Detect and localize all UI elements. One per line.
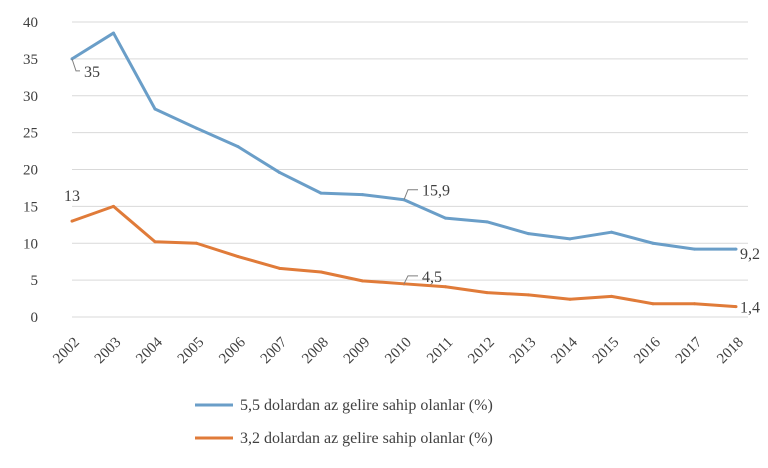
- data-point: [444, 216, 447, 220]
- data-point: [485, 220, 489, 224]
- data-labels: 35 15,9 9,2 13 4,5 1,4: [64, 58, 760, 317]
- x-tick-label: 2006: [216, 334, 249, 367]
- x-tick-label: 2012: [465, 335, 498, 368]
- x-tick-label: 2010: [382, 335, 415, 368]
- x-tick-label: 2005: [175, 335, 208, 368]
- data-point: [610, 294, 613, 298]
- data-point: [195, 126, 198, 130]
- data-point: [527, 293, 530, 297]
- label-leader-line: [71, 58, 80, 72]
- y-tick-label: 5: [31, 273, 39, 289]
- data-label: 13: [64, 188, 80, 205]
- data-point: [112, 204, 115, 208]
- data-point: [278, 266, 281, 270]
- data-point: [112, 31, 115, 35]
- label-leader-line: [403, 275, 418, 285]
- data-point: [734, 247, 738, 251]
- data-label: 4,5: [422, 269, 442, 286]
- x-tick-label: 2003: [92, 335, 125, 368]
- data-point: [361, 279, 364, 283]
- data-label: 9,2: [740, 246, 760, 263]
- x-tick-label: 2013: [507, 335, 540, 368]
- y-tick-label: 35: [23, 52, 38, 68]
- x-tick-label: 2018: [714, 335, 747, 368]
- data-point: [195, 241, 198, 245]
- data-point: [361, 193, 364, 197]
- y-tick-label: 10: [23, 236, 38, 252]
- data-point: [568, 237, 572, 241]
- x-tick-label: 2009: [341, 335, 374, 368]
- data-point: [651, 302, 655, 306]
- data-point: [236, 255, 240, 259]
- x-tick-label: 2011: [424, 335, 456, 367]
- x-axis-ticks: 2002 2003 2004 2005 2006 2007 2008 2009 2010 2011…: [50, 334, 747, 367]
- gridlines: [72, 21, 748, 318]
- y-axis-ticks: 0 5 10 15 20 25 30 35 40: [23, 15, 38, 326]
- data-point: [734, 305, 738, 309]
- data-point: [527, 232, 530, 236]
- data-label: 1,4: [740, 300, 760, 317]
- data-point: [610, 230, 613, 234]
- series-line-2: [71, 204, 737, 309]
- label-leader-line: [403, 189, 418, 200]
- x-tick-label: 2007: [258, 334, 291, 367]
- x-tick-label: 2008: [299, 335, 332, 368]
- data-point: [236, 145, 240, 149]
- x-tick-label: 2014: [548, 334, 581, 367]
- x-tick-label: 2004: [133, 334, 166, 367]
- legend-label-2: 3,2 dolardan az gelire sahip olanlar (%): [240, 430, 493, 447]
- data-point: [693, 247, 696, 251]
- data-point: [444, 285, 447, 289]
- data-point: [568, 297, 572, 301]
- y-tick-label: 30: [23, 89, 38, 105]
- data-label: 35: [84, 64, 100, 81]
- y-tick-label: 15: [23, 199, 38, 215]
- data-point: [153, 107, 157, 111]
- y-tick-label: 20: [23, 163, 38, 179]
- data-point: [485, 291, 489, 295]
- data-point: [70, 219, 74, 223]
- y-tick-label: 25: [23, 126, 38, 142]
- legend: 5,5 dolardan az gelire sahip olanlar (%)…: [195, 397, 493, 447]
- data-point: [153, 240, 157, 244]
- data-point: [693, 302, 696, 306]
- x-tick-label: 2002: [50, 335, 83, 368]
- x-tick-label: 2016: [631, 334, 664, 367]
- data-point: [319, 191, 323, 195]
- data-point: [651, 241, 655, 245]
- data-label: 15,9: [422, 183, 450, 200]
- legend-label-1: 5,5 dolardan az gelire sahip olanlar (%): [240, 397, 493, 414]
- y-tick-label: 0: [31, 310, 39, 326]
- y-tick-label: 40: [23, 15, 38, 31]
- data-point: [278, 170, 281, 174]
- x-tick-label: 2017: [673, 334, 706, 367]
- x-tick-label: 2015: [590, 335, 623, 368]
- series-line-1: [71, 31, 736, 251]
- data-point: [319, 270, 323, 274]
